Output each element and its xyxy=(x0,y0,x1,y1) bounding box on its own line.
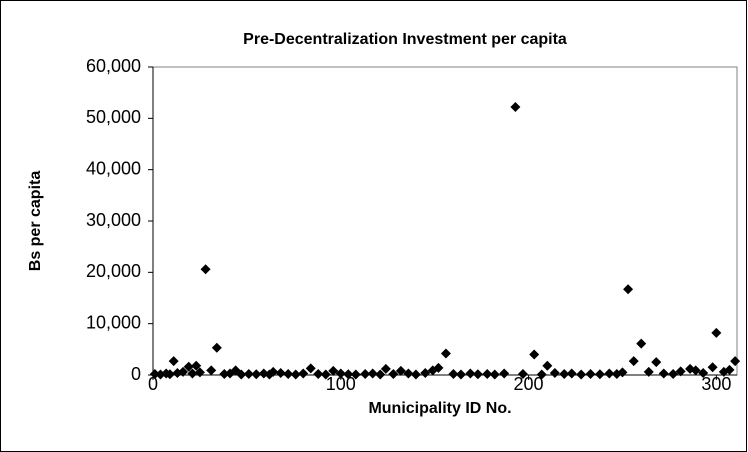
point xyxy=(395,365,406,376)
point xyxy=(510,102,521,113)
chart-title: Pre-Decentralization Investment per capi… xyxy=(243,31,567,48)
point xyxy=(658,368,669,379)
point xyxy=(187,368,198,379)
point xyxy=(178,366,189,377)
point xyxy=(200,264,211,275)
point xyxy=(275,367,286,378)
point xyxy=(164,369,175,380)
x-axis-label: Municipality ID No. xyxy=(368,400,511,417)
point xyxy=(690,365,701,376)
point xyxy=(604,368,615,379)
y-tick-label: 0 xyxy=(131,364,141,384)
point xyxy=(194,367,205,378)
point xyxy=(410,369,421,380)
x-tick-label: 200 xyxy=(514,374,544,394)
point xyxy=(243,368,254,379)
point xyxy=(320,369,331,380)
point xyxy=(403,368,414,379)
point xyxy=(566,368,577,379)
y-axis-label: Bs per capita xyxy=(27,171,44,272)
point xyxy=(448,368,459,379)
point xyxy=(617,367,628,378)
point xyxy=(219,368,230,379)
y-tick-label: 40,000 xyxy=(86,158,141,178)
point xyxy=(328,365,339,376)
y-tick-label: 60,000 xyxy=(86,56,141,76)
y-tick-label: 20,000 xyxy=(86,261,141,281)
point xyxy=(149,368,160,379)
point xyxy=(420,367,431,378)
point xyxy=(335,368,346,379)
point xyxy=(482,368,493,379)
point xyxy=(440,348,451,359)
point xyxy=(305,363,316,374)
point xyxy=(643,366,654,377)
point xyxy=(168,356,179,367)
point xyxy=(529,349,540,360)
point xyxy=(367,368,378,379)
point xyxy=(313,368,324,379)
point xyxy=(542,360,553,371)
point xyxy=(283,368,294,379)
point xyxy=(623,284,634,295)
point xyxy=(360,368,371,379)
point xyxy=(298,368,309,379)
point xyxy=(724,364,735,375)
y-tick-label: 10,000 xyxy=(86,312,141,332)
y-tick-label: 30,000 xyxy=(86,210,141,230)
point xyxy=(536,369,547,380)
point xyxy=(651,357,662,368)
point xyxy=(465,368,476,379)
point xyxy=(517,368,528,379)
point xyxy=(576,369,587,380)
point xyxy=(183,361,194,372)
point xyxy=(489,369,500,380)
point xyxy=(380,363,391,374)
point xyxy=(472,369,483,380)
point xyxy=(668,368,679,379)
point xyxy=(499,368,510,379)
point xyxy=(711,327,722,338)
point xyxy=(251,369,262,380)
point xyxy=(236,369,247,380)
point xyxy=(636,338,647,349)
point xyxy=(549,367,560,378)
point xyxy=(224,368,235,379)
point xyxy=(628,356,639,367)
point xyxy=(455,369,466,380)
point xyxy=(343,369,354,380)
point xyxy=(675,366,686,377)
point xyxy=(211,342,222,353)
point xyxy=(191,360,202,371)
point xyxy=(559,368,570,379)
point xyxy=(290,369,301,380)
point xyxy=(707,362,718,373)
point xyxy=(350,369,361,380)
point xyxy=(388,368,399,379)
point xyxy=(427,365,438,376)
point xyxy=(585,368,596,379)
point xyxy=(206,365,217,376)
y-tick-label: 50,000 xyxy=(86,107,141,127)
x-tick-label: 0 xyxy=(148,374,158,394)
point xyxy=(730,356,741,367)
point xyxy=(698,367,709,378)
point xyxy=(264,369,275,380)
x-tick-label: 300 xyxy=(701,374,731,394)
point xyxy=(375,369,386,380)
point xyxy=(594,369,605,380)
